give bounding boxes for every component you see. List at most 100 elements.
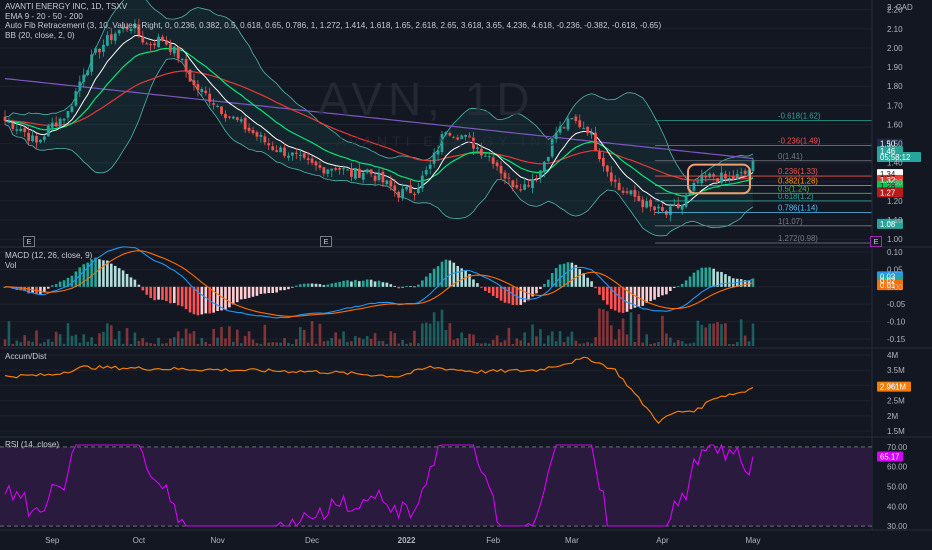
candle-body: [373, 175, 377, 181]
volume-bar: [180, 338, 184, 346]
volume-bar: [291, 343, 294, 346]
volume-bar: [109, 325, 113, 346]
macd-histogram-bar: [342, 280, 345, 287]
macd-histogram-bar: [224, 286, 227, 310]
candle-body: [499, 165, 503, 174]
event-marker-3[interactable]: E: [870, 236, 882, 247]
volume-bar: [436, 321, 440, 346]
candle-body: [672, 205, 676, 207]
volume-bar: [35, 330, 38, 346]
macd-histogram-bar: [602, 286, 605, 301]
volume-bar: [625, 334, 629, 346]
price-tick-label: 1.90: [887, 63, 903, 72]
macd-histogram-bar: [334, 282, 337, 287]
volume-bar: [590, 343, 593, 346]
candle-body: [684, 196, 688, 207]
volume-bar: [78, 342, 82, 346]
macd-histogram-bar: [543, 283, 546, 287]
bb-legend[interactable]: BB (20, close, 2, 0): [5, 30, 75, 40]
macd-histogram-bar: [598, 286, 601, 295]
fib-label: 0.236(1.33): [778, 167, 818, 176]
candle-body: [617, 182, 621, 191]
macd-histogram-bar: [358, 281, 361, 287]
volume-bar: [483, 342, 487, 346]
volume-bar: [598, 308, 601, 346]
candle-body: [133, 24, 137, 28]
rsi-tick-label: 40.00: [887, 502, 908, 511]
macd-histogram-bar: [47, 286, 50, 289]
volume-bar: [27, 340, 30, 346]
volume-bar: [283, 338, 286, 346]
candle-body: [196, 84, 200, 91]
macd-histogram-bar: [86, 262, 89, 287]
macd-histogram-bar: [346, 280, 349, 287]
macd-pane: [0, 246, 903, 346]
candle-body: [290, 152, 294, 156]
candles: [3, 18, 755, 222]
candle-body: [78, 81, 82, 91]
candle-body: [676, 203, 680, 209]
volume-bar: [633, 341, 637, 346]
candle-body: [708, 173, 712, 178]
volume-bar: [70, 335, 74, 346]
macd-histogram-bar: [149, 286, 152, 298]
volume-bar: [239, 343, 243, 346]
volume-bar: [732, 343, 735, 346]
vol-legend[interactable]: Vol: [5, 260, 17, 270]
macd-legend[interactable]: MACD (12, 26, close, 9): [5, 251, 93, 260]
candle-body: [401, 188, 405, 199]
volume-bar: [507, 327, 511, 346]
macd-histogram-bar: [318, 284, 322, 287]
volume-bar: [558, 331, 562, 346]
candle-body: [692, 182, 696, 191]
volume-bar: [232, 341, 235, 346]
candle-body: [66, 111, 70, 118]
macd-histogram-bar: [275, 286, 278, 293]
candle-body: [515, 185, 519, 188]
volume-bar: [125, 328, 129, 346]
signal-line: [5, 250, 754, 317]
accum-legend[interactable]: Accum/Dist: [5, 352, 47, 361]
candle-body: [287, 155, 290, 158]
ema-legend[interactable]: EMA 9 - 20 - 50 - 200: [5, 11, 83, 21]
volume-bar: [708, 323, 711, 346]
volume-bar: [684, 343, 688, 346]
candle-body: [657, 206, 660, 209]
macd-histogram-bar: [381, 282, 385, 287]
candle-body: [539, 170, 542, 178]
candle-body: [361, 172, 365, 180]
macd-histogram-bar: [192, 286, 196, 315]
symbol-title[interactable]: AVANTI ENERGY INC, 1D, TSXV: [5, 2, 128, 11]
volume-bar: [7, 321, 11, 346]
macd-histogram-bar: [267, 286, 271, 294]
volume-bar: [43, 341, 46, 346]
volume-bar: [464, 337, 467, 346]
event-marker-1[interactable]: E: [23, 236, 35, 247]
volume-bar: [228, 326, 231, 346]
price-tick-label: 1.80: [887, 82, 903, 91]
candle-body: [310, 158, 314, 163]
candle-body: [428, 164, 432, 169]
candle-body: [7, 121, 11, 123]
rsi-tick-label: 50.00: [887, 483, 908, 492]
candle-body: [680, 204, 684, 210]
candle-body: [731, 176, 735, 180]
volume-bar: [137, 340, 141, 346]
candle-body: [129, 28, 133, 32]
candle-body: [649, 199, 653, 207]
company-watermark: AVANTI ENERGY INC: [336, 133, 561, 149]
candle-body: [357, 168, 361, 178]
rsi-legend[interactable]: RSI (14, close): [5, 440, 60, 449]
volume-bar: [606, 311, 609, 346]
candle-body: [243, 118, 247, 130]
macd-histogram-bar: [137, 284, 141, 287]
macd-histogram-bar: [499, 286, 503, 301]
volume-bar: [58, 334, 62, 346]
fib-legend[interactable]: Auto Fib Retracement (3, 10, Values, Rig…: [5, 21, 662, 31]
macd-histogram-bar: [310, 283, 314, 287]
macd-histogram-bar: [377, 280, 381, 287]
macd-histogram-bar: [369, 279, 373, 287]
accum-badge: [877, 381, 911, 392]
event-marker-2[interactable]: E: [320, 236, 332, 247]
